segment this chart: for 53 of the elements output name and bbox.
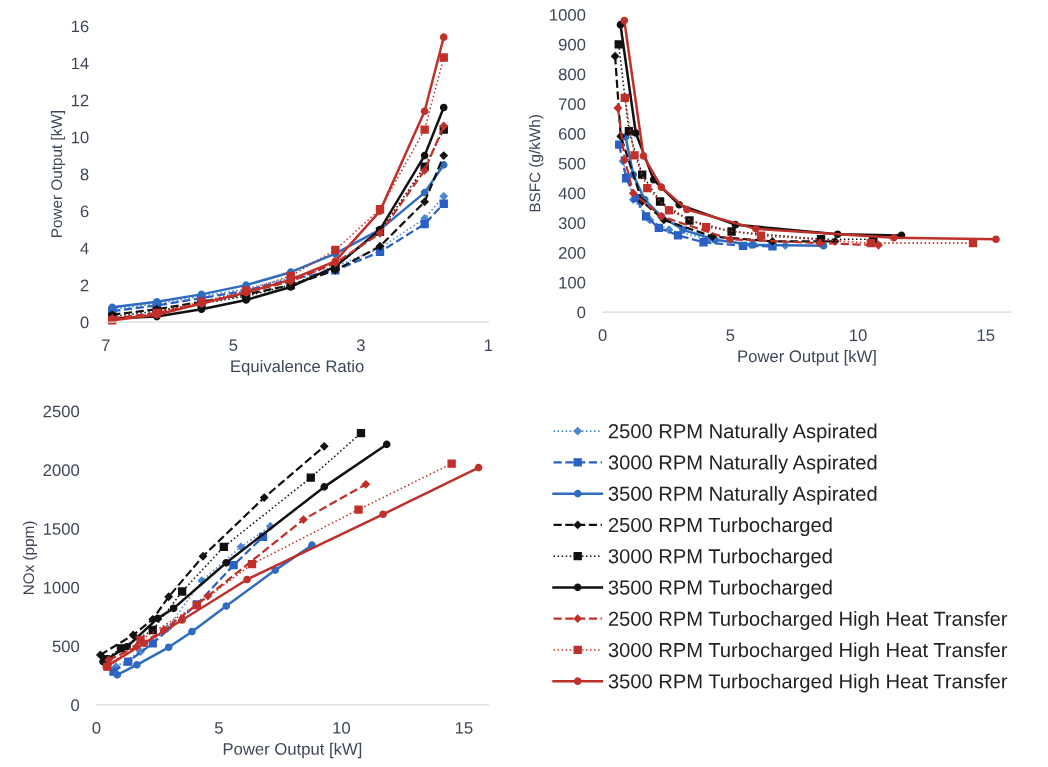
x-tick-label: 3 <box>356 339 365 352</box>
y-tick-label: 1000 <box>43 581 80 594</box>
legend-label: 2500 RPM Naturally Aspirated <box>608 423 877 443</box>
y-tick-label: 12 <box>71 94 89 107</box>
legend-label: 3500 RPM Turbocharged High Heat Transfer <box>608 673 1008 693</box>
y-tick-label: 700 <box>558 98 586 111</box>
y-tick-label: 6 <box>80 205 89 218</box>
y-tick-label: 100 <box>559 276 586 289</box>
y-axis-title: Power Output [kW] <box>50 111 66 237</box>
y-tick-label: 4 <box>80 242 89 255</box>
legend-label: 3500 RPM Naturally Aspirated <box>608 486 877 505</box>
y-tick-label: 1000 <box>550 8 586 21</box>
x-tick-label: 7 <box>102 339 110 351</box>
y-axis-title: NOx (ppm) <box>22 521 38 595</box>
x-tick-label: 15 <box>977 329 995 342</box>
y-tick-label: 0 <box>80 316 89 329</box>
y-tick-label: 400 <box>558 187 586 200</box>
y-tick-label: 900 <box>558 38 586 51</box>
x-tick-label: 15 <box>455 722 473 734</box>
x-tick-label: 10 <box>333 721 350 734</box>
y-tick-label: 300 <box>558 217 586 230</box>
legend-label: 3000 RPM Turbocharged <box>608 548 832 568</box>
y-tick-label: 16 <box>71 20 89 33</box>
x-tick-label: 0 <box>598 329 607 342</box>
x-axis-title: Equivalence Ratio <box>231 359 364 376</box>
y-tick-label: 200 <box>558 247 586 259</box>
y-tick-label: 1500 <box>43 523 80 535</box>
y-tick-label: 800 <box>558 68 586 81</box>
y-tick-label: 2500 <box>43 405 80 418</box>
y-tick-label: 0 <box>577 306 586 319</box>
y-tick-label: 8 <box>80 168 89 181</box>
y-axis-title: BSFC (g/kWh) <box>529 115 544 212</box>
x-tick-label: 10 <box>850 329 867 342</box>
y-tick-label: 2000 <box>43 464 80 477</box>
x-axis-title: Power Output [kW] <box>223 742 362 759</box>
legend-label: 2500 RPM Turbocharged <box>608 517 832 537</box>
y-tick-label: 600 <box>558 128 586 140</box>
x-tick-label: 5 <box>726 329 735 342</box>
y-tick-label: 14 <box>71 57 89 70</box>
x-tick-label: 5 <box>214 722 223 734</box>
x-axis-title: Power Output [kW] <box>738 349 876 366</box>
x-tick-label: 0 <box>92 721 101 734</box>
y-tick-label: 2 <box>80 279 89 292</box>
y-tick-label: 500 <box>52 640 80 653</box>
legend-label: 2500 RPM Turbocharged High Heat Transfer <box>608 611 1008 630</box>
legend-label: 3000 RPM Naturally Aspirated <box>608 454 877 474</box>
x-tick-label: 1 <box>485 339 493 351</box>
legend-label: 3000 RPM Turbocharged High Heat Transfer <box>608 642 1008 662</box>
y-tick-label: 0 <box>71 699 80 712</box>
y-tick-label: 10 <box>71 131 89 144</box>
x-tick-label: 5 <box>229 339 238 352</box>
legend-label: 3500 RPM Turbocharged <box>608 579 832 599</box>
y-tick-label: 500 <box>558 157 586 170</box>
